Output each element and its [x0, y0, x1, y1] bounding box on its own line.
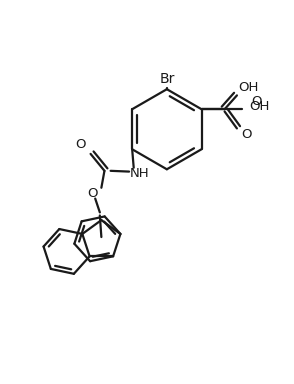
Text: NH: NH — [130, 167, 150, 180]
Text: O: O — [87, 187, 97, 200]
Text: Br: Br — [159, 72, 175, 86]
Text: O: O — [76, 138, 86, 151]
Text: OH: OH — [238, 81, 259, 94]
Text: O: O — [242, 128, 252, 141]
Text: O: O — [251, 95, 261, 108]
Text: OH: OH — [249, 99, 270, 113]
